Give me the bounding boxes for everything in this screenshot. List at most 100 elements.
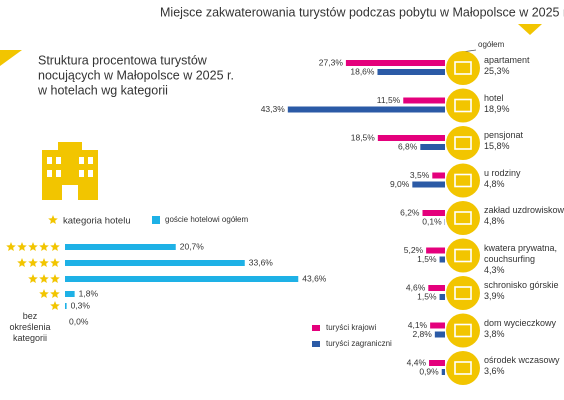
category-icon-glyph [454, 248, 472, 263]
decor-triangle [518, 24, 542, 35]
star [50, 258, 60, 267]
value-label: 6,2% [400, 207, 420, 217]
value-label: 6,8% [398, 141, 418, 151]
bar [429, 360, 445, 366]
bar [439, 256, 445, 263]
bar [65, 260, 245, 266]
legend-swatch [152, 216, 160, 224]
bar [65, 276, 299, 282]
value-label: 27,3% [319, 57, 344, 67]
total-label: 3,6% [484, 366, 505, 376]
bar [439, 294, 445, 300]
category-icon [446, 126, 480, 160]
bar [426, 247, 445, 254]
bar [420, 144, 445, 150]
total-label: 3,8% [484, 328, 505, 339]
value-label: 0,3% [71, 300, 91, 310]
category-icon [446, 238, 480, 273]
total-label: 4,8% [484, 178, 505, 189]
bar [377, 135, 445, 141]
total-label: 4,8% [484, 216, 505, 226]
star [39, 258, 49, 267]
category-icon [446, 88, 480, 123]
value-label: 1,5% [417, 254, 437, 264]
category-icon [446, 201, 480, 235]
main-title: Miejsce zakwaterowania turystów podczas … [160, 5, 564, 19]
star [50, 289, 60, 298]
bar [287, 106, 445, 113]
value-label: 33,6% [249, 257, 274, 267]
value-label: 2,8% [412, 329, 432, 339]
star [39, 242, 49, 251]
star [28, 242, 38, 251]
star-rating [17, 258, 60, 267]
category-label: dom wycieczkowy [484, 317, 557, 328]
bar [432, 172, 445, 179]
star [28, 258, 38, 267]
category-icon-glyph [454, 361, 472, 375]
star [39, 274, 49, 283]
left-title: Struktura procentowa turystów [38, 53, 208, 67]
bar [412, 181, 445, 188]
star-rating [6, 242, 60, 251]
value-label: 3,5% [410, 170, 430, 180]
totals-header: ogółem [478, 40, 505, 49]
category-label: ośrodek wczasowy [484, 355, 560, 365]
star-rating [39, 289, 60, 298]
bar [65, 303, 67, 309]
category-icon-glyph [454, 61, 472, 75]
category-icon-glyph [454, 98, 472, 113]
star [17, 242, 27, 251]
total-label: 4,3% [484, 264, 505, 275]
category-icon-glyph [454, 136, 472, 150]
bar [434, 331, 445, 338]
value-label: 5,2% [404, 245, 424, 255]
legend-label: goście hotelowi ogółem [165, 215, 248, 224]
bar [65, 291, 75, 297]
value-label: 1,5% [417, 291, 437, 301]
bar [428, 285, 445, 291]
category-label: zakład uzdrowiskowy [484, 205, 564, 215]
legend-swatch [312, 325, 320, 331]
legend-label: turyści krajowi [326, 323, 376, 332]
value-label: 9,0% [390, 179, 410, 189]
bar [377, 69, 445, 75]
category-label: bez określenia kategorii [9, 311, 51, 343]
star [17, 258, 27, 267]
bar [65, 244, 176, 250]
hotel-icon [42, 142, 98, 200]
value-label: 43,3% [261, 104, 286, 114]
value-label: 11,5% [377, 95, 401, 105]
category-label: schronisko górskie [484, 280, 559, 290]
value-label: 1,8% [79, 288, 99, 298]
category-label: kwatera prywatna, couchsurfing [484, 242, 558, 264]
category-icon [446, 313, 480, 348]
legend-label: turyści zagraniczni [326, 339, 392, 348]
left-title: w hotelach wg kategorii [37, 83, 168, 97]
category-icon-glyph [454, 323, 472, 338]
legend-label: kategoria hotelu [63, 216, 131, 227]
star [39, 289, 49, 298]
star [50, 242, 60, 251]
value-label: 18,6% [350, 66, 375, 76]
value-label: 4,1% [408, 320, 428, 330]
star [6, 242, 16, 251]
category-label: u rodziny [484, 167, 521, 178]
category-label: hotel [484, 92, 504, 103]
star-rating [28, 274, 60, 283]
total-label: 25,3% [484, 66, 510, 76]
category-icon-glyph [454, 173, 472, 188]
bar [345, 60, 445, 66]
value-label: 0,1% [422, 216, 442, 226]
legend-swatch [312, 341, 320, 347]
value-label: 0,9% [419, 366, 439, 376]
category-icon [446, 51, 480, 85]
category-icon [446, 276, 480, 310]
value-label: 20,7% [180, 241, 205, 251]
bar [422, 210, 445, 216]
legend-star [48, 215, 58, 224]
category-icon [446, 351, 480, 385]
star [50, 301, 60, 310]
total-label: 3,9% [484, 291, 505, 301]
